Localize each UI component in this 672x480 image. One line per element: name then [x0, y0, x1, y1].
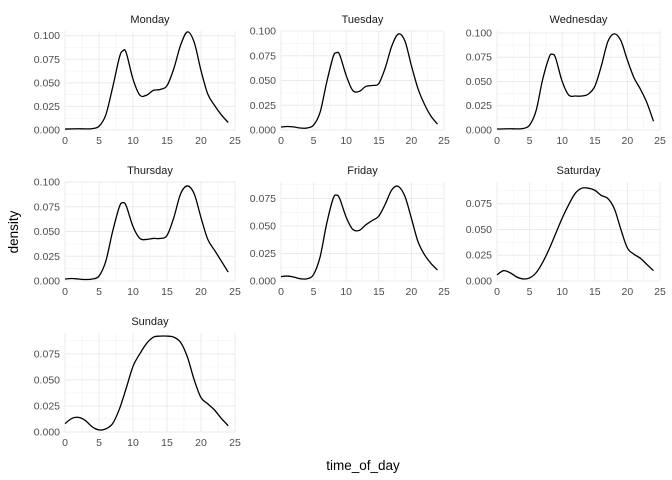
facet-tuesday: Tuesday 0.000 0.025 0.050 0.075 0.100 0 5 10 15 20…: [250, 14, 450, 147]
y-tick-label: 0.075: [34, 54, 60, 66]
y-tick-label: 0.075: [250, 193, 276, 205]
y-tick-label: 0.000: [34, 427, 60, 439]
density-line-wednesday: [496, 33, 655, 130]
density-line-monday: [64, 31, 229, 130]
x-tick-label: 15: [161, 135, 173, 147]
x-tick-label: 15: [589, 286, 601, 298]
y-tick-label: 0.075: [466, 198, 492, 210]
x-tick-label: 25: [654, 286, 666, 298]
x-tick-label: 5: [527, 135, 533, 147]
density-line-tuesday: [280, 33, 438, 129]
y-tick-label: 0.050: [34, 374, 60, 386]
x-tick-label: 15: [161, 437, 173, 449]
x-tick-label: 25: [229, 437, 241, 449]
y-tick-label: 0.025: [466, 250, 492, 262]
x-tick-label: 20: [406, 135, 418, 147]
x-tick-label: 20: [195, 135, 207, 147]
density-line-sunday: [64, 335, 229, 431]
x-tick-label: 0: [62, 135, 68, 147]
facet-title: Tuesday: [342, 14, 384, 26]
x-tick-label: 0: [62, 286, 68, 298]
y-tick-label: 0.025: [34, 400, 60, 412]
y-tick-label: 0.025: [34, 101, 60, 113]
x-tick-label: 20: [406, 286, 418, 298]
x-tick-label: 0: [494, 135, 500, 147]
y-tick-label: 0.050: [34, 226, 60, 238]
y-tick-label: 0.025: [250, 248, 276, 260]
density-line-saturday: [496, 187, 654, 280]
x-tick-label: 20: [622, 286, 634, 298]
x-tick-label: 15: [589, 135, 601, 147]
y-axis-title: density: [6, 210, 21, 253]
y-tick-label: 0.025: [250, 100, 276, 112]
x-tick-label: 20: [622, 135, 634, 147]
facet-wednesday: Wednesday 0.000 0.025 0.050 0.075 0.100 0 5 10 15…: [466, 14, 666, 147]
x-tick-label: 25: [438, 286, 450, 298]
y-tick-label: 0.050: [466, 76, 492, 88]
y-tick-label: 0.100: [466, 27, 492, 39]
y-tick-label: 0.000: [466, 276, 492, 288]
x-tick-label: 5: [311, 135, 317, 147]
facet-sunday: Sunday 0.000 0.025 0.050 0.075 0 5 10 15 20 25: [34, 316, 241, 449]
x-tick-label: 0: [278, 286, 284, 298]
facet-monday: Monday 0.000 0.025 0.050 0.075 0.100 0 5 10 15 20 2…: [34, 14, 241, 147]
x-tick-label: 0: [494, 286, 500, 298]
y-tick-label: 0.050: [466, 224, 492, 236]
y-tick-label: 0.000: [250, 125, 276, 137]
y-tick-label: 0.075: [34, 201, 60, 213]
x-tick-label: 15: [373, 286, 385, 298]
x-tick-label: 20: [195, 437, 207, 449]
y-tick-label: 0.050: [250, 221, 276, 233]
x-axis-title: time_of_day: [326, 458, 400, 473]
x-tick-label: 5: [96, 286, 102, 298]
density-line-thursday: [64, 185, 229, 281]
facet-title: Wednesday: [550, 14, 608, 26]
x-tick-label: 25: [229, 135, 241, 147]
y-tick-label: 0.025: [466, 100, 492, 112]
y-tick-label: 0.050: [250, 75, 276, 87]
x-tick-label: 25: [438, 135, 450, 147]
facet-title: Friday: [347, 165, 378, 177]
facet-title: Monday: [130, 14, 170, 26]
x-tick-label: 10: [127, 437, 139, 449]
facet-friday: Friday 0.000 0.025 0.050 0.075 0 5 10 15 20 25: [250, 165, 450, 298]
x-tick-label: 15: [161, 286, 173, 298]
x-tick-label: 15: [373, 135, 385, 147]
y-tick-label: 0.000: [34, 276, 60, 288]
y-tick-label: 0.000: [250, 276, 276, 288]
x-tick-label: 10: [340, 135, 352, 147]
x-tick-label: 0: [62, 437, 68, 449]
facet-title: Thursday: [127, 165, 173, 177]
y-tick-label: 0.100: [34, 30, 60, 42]
facet-title: Sunday: [131, 316, 169, 328]
x-tick-label: 5: [311, 286, 317, 298]
y-tick-label: 0.100: [250, 26, 276, 38]
facet-panels: Monday 0.000 0.025 0.050 0.075 0.100 0 5 10 15 20 2…: [34, 14, 666, 449]
x-tick-label: 5: [527, 286, 533, 298]
y-tick-label: 0.075: [466, 52, 492, 64]
x-tick-label: 25: [654, 135, 666, 147]
facet-thursday: Thursday 0.000 0.025 0.050 0.075 0.100 0 5 10 15 2…: [34, 165, 241, 298]
facet-title: Saturday: [556, 165, 601, 177]
facet-saturday: Saturday 0.000 0.025 0.050 0.075 0 5 10 15 20 25: [466, 165, 666, 298]
x-tick-label: 5: [96, 437, 102, 449]
x-tick-label: 20: [195, 286, 207, 298]
y-tick-label: 0.075: [34, 348, 60, 360]
x-tick-label: 10: [556, 135, 568, 147]
x-tick-label: 10: [556, 286, 568, 298]
x-tick-label: 10: [127, 135, 139, 147]
y-tick-label: 0.000: [466, 125, 492, 137]
x-tick-label: 5: [96, 135, 102, 147]
x-tick-label: 25: [229, 286, 241, 298]
x-tick-label: 10: [340, 286, 352, 298]
density-line-friday: [280, 185, 438, 280]
y-tick-label: 0.050: [34, 77, 60, 89]
x-tick-label: 10: [127, 286, 139, 298]
y-tick-label: 0.025: [34, 251, 60, 263]
y-tick-label: 0.100: [34, 177, 60, 189]
x-tick-label: 0: [278, 135, 284, 147]
y-tick-label: 0.075: [250, 50, 276, 62]
y-tick-label: 0.000: [34, 125, 60, 137]
